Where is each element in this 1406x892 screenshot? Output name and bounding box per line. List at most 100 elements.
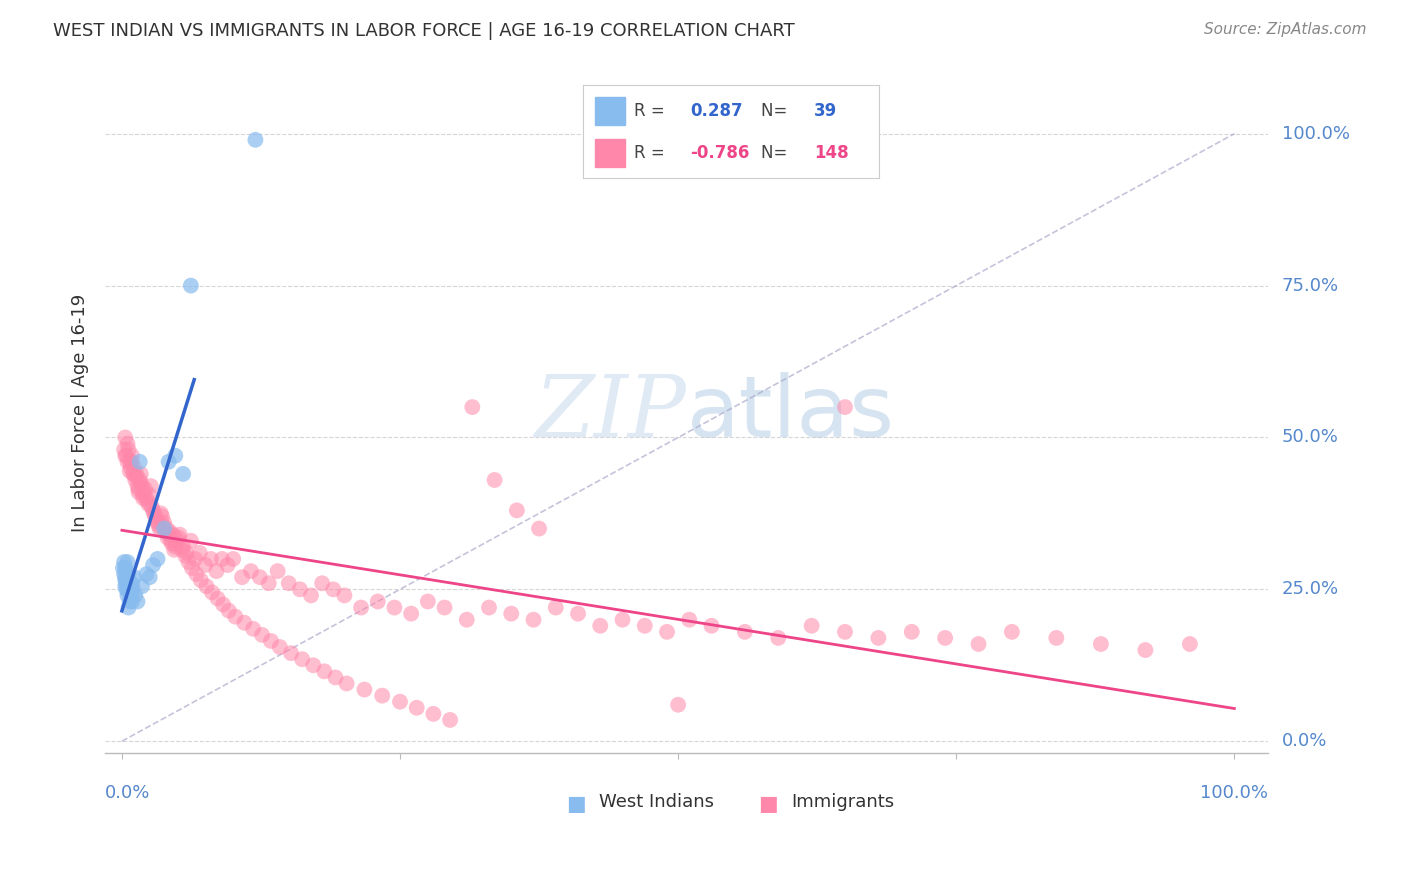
Point xyxy=(129,467,152,481)
Point xyxy=(257,576,280,591)
Text: ■: ■ xyxy=(567,794,586,814)
Text: WEST INDIAN VS IMMIGRANTS IN LABOR FORCE | AGE 16-19 CORRELATION CHART: WEST INDIAN VS IMMIGRANTS IN LABOR FORCE… xyxy=(53,22,796,40)
Point xyxy=(121,594,143,608)
Point xyxy=(114,573,136,587)
Point xyxy=(117,600,139,615)
Point xyxy=(165,449,187,463)
Point xyxy=(1090,637,1112,651)
Point xyxy=(484,473,506,487)
Point xyxy=(934,631,956,645)
Point xyxy=(868,631,890,645)
Point xyxy=(416,594,439,608)
Point xyxy=(167,531,190,545)
Point xyxy=(114,430,136,444)
Point xyxy=(118,455,141,469)
Point xyxy=(132,491,155,506)
Point xyxy=(122,467,145,481)
Point xyxy=(125,470,148,484)
Point xyxy=(148,518,170,533)
Point xyxy=(405,700,427,714)
Point xyxy=(461,400,484,414)
Point xyxy=(114,561,136,575)
Point xyxy=(160,533,183,548)
Point xyxy=(353,682,375,697)
Point xyxy=(139,479,162,493)
Point xyxy=(280,646,302,660)
Point xyxy=(544,600,567,615)
Point xyxy=(190,573,212,587)
Point xyxy=(120,588,142,602)
Bar xyxy=(595,139,624,167)
Point xyxy=(128,455,150,469)
Point xyxy=(138,570,160,584)
Point xyxy=(249,570,271,584)
Point xyxy=(211,552,233,566)
Point xyxy=(678,613,700,627)
Point xyxy=(367,594,389,608)
Point xyxy=(114,579,136,593)
Point xyxy=(242,622,264,636)
Point xyxy=(527,522,550,536)
Y-axis label: In Labor Force | Age 16-19: In Labor Force | Age 16-19 xyxy=(72,294,89,533)
Point xyxy=(112,567,135,582)
Point xyxy=(433,600,456,615)
Point xyxy=(612,613,634,627)
Point xyxy=(834,400,856,414)
Point xyxy=(163,542,186,557)
Text: Source: ZipAtlas.com: Source: ZipAtlas.com xyxy=(1204,22,1367,37)
Point xyxy=(506,503,529,517)
Text: 0.0%: 0.0% xyxy=(1282,732,1327,750)
Text: 0.0%: 0.0% xyxy=(105,784,150,802)
Text: 39: 39 xyxy=(814,102,837,120)
Point xyxy=(478,600,501,615)
Point xyxy=(269,640,291,654)
Point xyxy=(117,567,139,582)
Point xyxy=(233,615,256,630)
Point xyxy=(129,476,152,491)
Point xyxy=(834,624,856,639)
Point xyxy=(217,558,239,572)
Point xyxy=(128,485,150,500)
Point xyxy=(115,564,138,578)
Point xyxy=(128,473,150,487)
Point xyxy=(172,467,194,481)
Point xyxy=(1178,637,1201,651)
Point xyxy=(194,558,217,572)
Point xyxy=(127,479,149,493)
Point xyxy=(120,460,142,475)
Point xyxy=(146,552,169,566)
Point xyxy=(149,522,172,536)
Point xyxy=(111,561,134,575)
Text: N=: N= xyxy=(761,145,792,162)
Point xyxy=(439,713,461,727)
Point xyxy=(180,278,202,293)
Point xyxy=(135,567,157,582)
Point xyxy=(967,637,990,651)
Point xyxy=(169,527,191,541)
Point xyxy=(245,133,267,147)
Point xyxy=(138,488,160,502)
Point xyxy=(117,570,139,584)
Point xyxy=(122,570,145,584)
Point xyxy=(117,582,139,597)
Text: Immigrants: Immigrants xyxy=(792,793,894,811)
Text: 100.0%: 100.0% xyxy=(1199,784,1268,802)
Point xyxy=(389,695,412,709)
Point xyxy=(121,455,143,469)
Point xyxy=(132,488,155,502)
Point xyxy=(165,540,187,554)
Point xyxy=(456,613,478,627)
Point xyxy=(118,585,141,599)
Point xyxy=(174,549,197,563)
Point xyxy=(501,607,523,621)
Point xyxy=(222,552,245,566)
Point xyxy=(122,467,145,481)
Point xyxy=(166,533,188,548)
Point xyxy=(399,607,422,621)
Point xyxy=(322,582,344,597)
Point xyxy=(768,631,790,645)
Point xyxy=(153,522,176,536)
Point xyxy=(176,546,198,560)
Point xyxy=(634,619,657,633)
Point xyxy=(567,607,589,621)
